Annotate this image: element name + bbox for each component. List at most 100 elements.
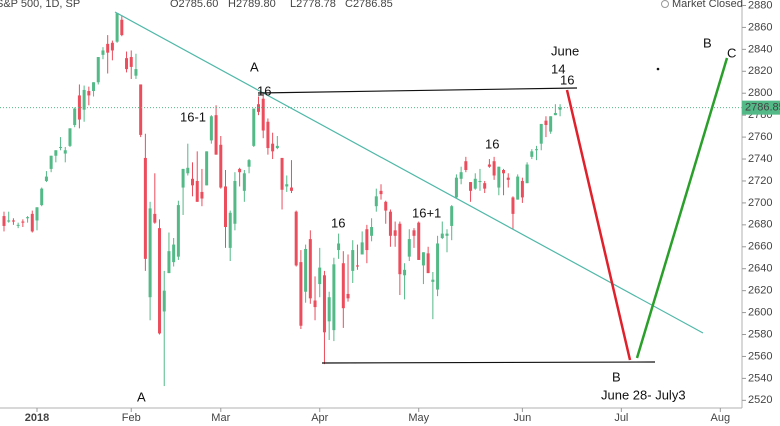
candle-body (280, 157, 284, 190)
candle-body (440, 233, 444, 238)
candle-body (266, 121, 270, 149)
candle-body (506, 177, 510, 180)
candle-body (191, 178, 195, 186)
y-tick-label: 2880 (748, 0, 772, 11)
candle-body (219, 144, 223, 188)
candle-body (2, 216, 6, 226)
x-tick-label: Aug (711, 412, 731, 424)
y-tick-label: 2560 (748, 350, 772, 362)
candle-body (21, 221, 25, 223)
candle-body (59, 146, 63, 148)
candle-body (379, 190, 383, 195)
annotation: 16-1 (180, 109, 206, 124)
candle-body (16, 224, 20, 226)
y-tick-label: 2640 (748, 263, 772, 275)
candle-body (313, 300, 317, 308)
y-tick-label: 2740 (748, 153, 772, 165)
y-tick-label: 2760 (748, 131, 772, 143)
candle-body (511, 197, 515, 214)
candle-body (516, 176, 520, 200)
candle-body (271, 143, 275, 152)
candle-body (445, 233, 449, 236)
candle-body (450, 206, 454, 226)
candle-body (176, 205, 180, 257)
candle-body (73, 108, 77, 126)
candle-body (299, 262, 303, 326)
annotation: June 28- July3 (601, 387, 686, 402)
candle-body (502, 170, 506, 174)
candle-body (233, 180, 237, 224)
candle-body (200, 191, 204, 199)
candle-body (436, 243, 440, 290)
status-icon (661, 0, 669, 8)
last-price-tag (742, 100, 780, 115)
candle-body (186, 167, 190, 174)
candle-body (115, 13, 119, 42)
annotation: June (551, 43, 579, 58)
candle-body (464, 161, 468, 170)
x-tick-label: Feb (122, 412, 141, 424)
candle-body (497, 166, 501, 188)
dot (656, 67, 660, 71)
candle-body (520, 180, 524, 198)
candle-body (530, 151, 534, 157)
candle-body (214, 115, 218, 155)
candle-body (181, 168, 185, 188)
candle-body (539, 123, 543, 144)
candle-body (454, 177, 458, 198)
annotation: A (137, 389, 146, 404)
candle-body (549, 116, 553, 132)
candle-body (92, 82, 96, 92)
candle-body (384, 201, 388, 211)
candle-body (125, 58, 129, 70)
projection-up (635, 57, 729, 359)
candle-body (289, 187, 293, 191)
candle-body (304, 248, 308, 292)
candle-body (431, 279, 435, 282)
candle-body (322, 275, 326, 333)
annotation: 16 (560, 72, 574, 87)
candle-body (153, 213, 157, 223)
annotation: B (703, 35, 712, 50)
candle-body (7, 220, 11, 222)
candle-body (483, 183, 487, 189)
candle-body (11, 220, 15, 222)
y-tick-label: 2540 (748, 372, 772, 384)
annotation: A (250, 59, 259, 74)
x-tick-label: Jul (614, 412, 628, 424)
candle-body (129, 57, 133, 67)
candle-body (49, 155, 53, 169)
candle-body (26, 217, 30, 219)
y-tick-label: 2660 (748, 241, 772, 253)
candle-body (261, 98, 265, 131)
y-tick-label: 2620 (748, 285, 772, 297)
candle-body (327, 297, 331, 322)
candle-body (487, 164, 491, 167)
candle-body (238, 168, 242, 173)
x-tick-label: Apr (311, 412, 328, 424)
candle-body (110, 42, 114, 51)
candle-body (459, 172, 463, 179)
candle-body (473, 178, 477, 189)
candle-body (82, 89, 86, 110)
support-line (321, 361, 656, 364)
candle-body (247, 160, 251, 167)
candle-body (162, 290, 166, 312)
y-tick-label: 2520 (748, 394, 772, 406)
candle-body (469, 182, 473, 191)
candle-body (351, 250, 355, 271)
close-value: C2786.85 (345, 0, 393, 10)
candle-body (77, 95, 81, 120)
candle-body (172, 244, 176, 263)
candle-body (492, 161, 496, 176)
open-value: O2785.60 (170, 0, 218, 10)
candle-body (87, 91, 91, 96)
candle-body (403, 269, 407, 276)
candle-body (134, 69, 138, 76)
annotation: 16 (257, 83, 271, 98)
candle-body (252, 108, 256, 146)
x-tick-label: May (408, 412, 429, 424)
candle-body (417, 222, 421, 260)
annotation: 14 (551, 61, 565, 76)
